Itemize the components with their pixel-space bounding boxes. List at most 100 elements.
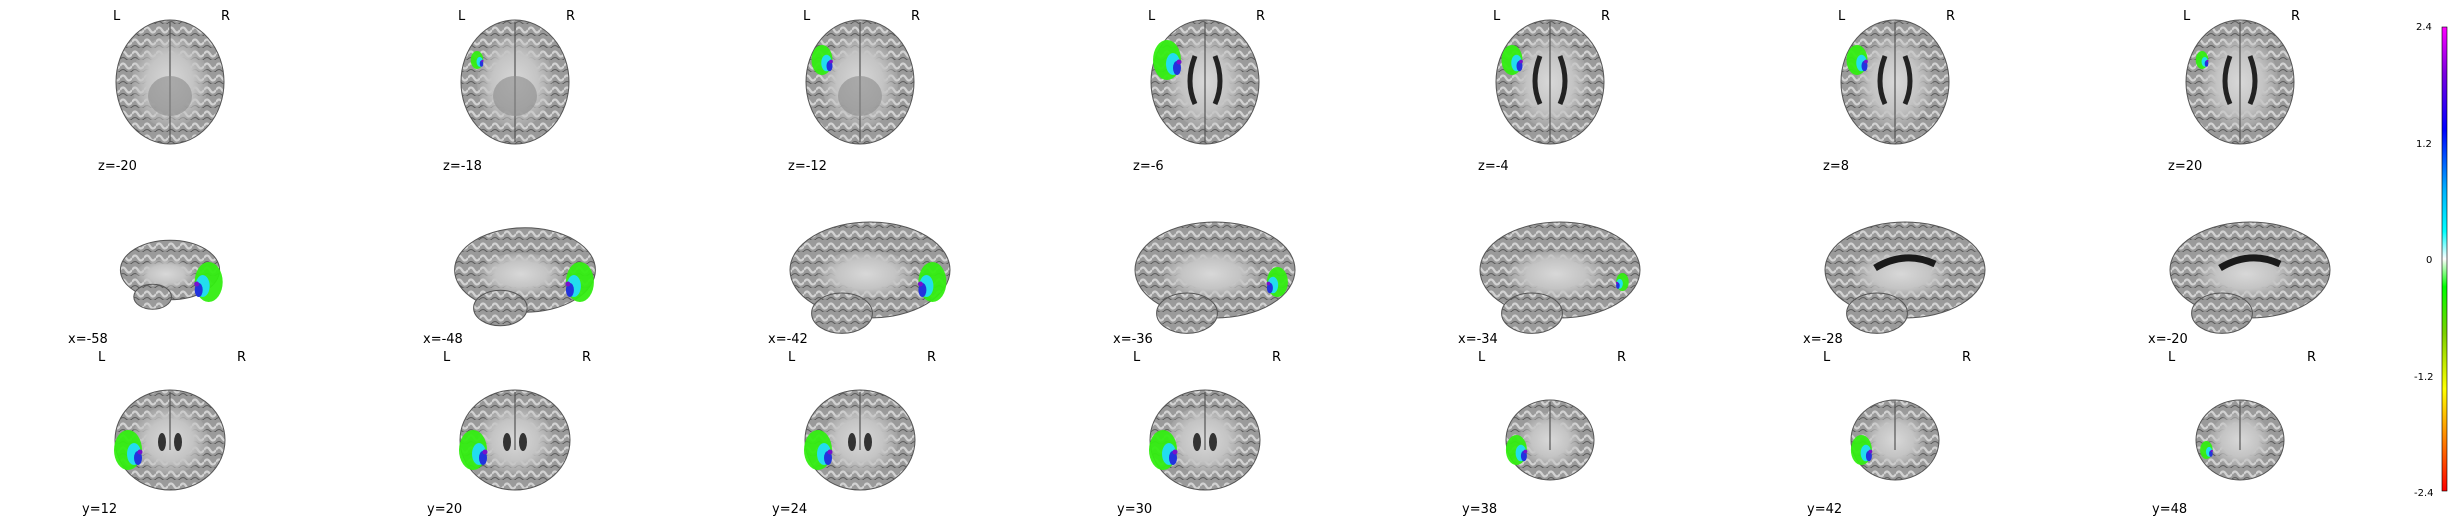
coronal-slice-panel: L Ry=30 bbox=[1117, 350, 1281, 517]
white-matter bbox=[478, 252, 564, 296]
left-orientation-label: L bbox=[443, 350, 451, 365]
activation-violet bbox=[1523, 449, 1528, 454]
activation-violet bbox=[565, 281, 571, 287]
slice-coordinate-label: z=8 bbox=[1823, 159, 1849, 174]
right-orientation-label: R bbox=[1256, 9, 1265, 24]
right-orientation-label: R bbox=[927, 350, 936, 365]
ventricle-left bbox=[503, 433, 511, 451]
left-orientation-label: L bbox=[1148, 9, 1156, 24]
sagittal-slice-panel: x=-48 bbox=[423, 227, 596, 347]
right-orientation-label: R bbox=[1962, 350, 1971, 365]
axial-slice-panel: L Rz=-18 bbox=[443, 9, 575, 174]
left-orientation-label: L bbox=[1478, 350, 1486, 365]
cerebellum bbox=[133, 283, 172, 310]
slice-coordinate-label: y=12 bbox=[82, 502, 117, 517]
white-matter bbox=[818, 250, 914, 298]
activation-violet bbox=[2206, 59, 2209, 63]
slice-coordinate-label: y=30 bbox=[1117, 502, 1152, 517]
sagittal-slice-panel: x=-28 bbox=[1803, 221, 1986, 347]
colorbar-gradient bbox=[2441, 26, 2448, 492]
coronal-slice-panel: L Ry=48 bbox=[2152, 350, 2316, 517]
cerebellum bbox=[2191, 292, 2253, 334]
white-matter bbox=[136, 259, 196, 289]
cerebellum bbox=[1501, 292, 1563, 334]
ventricles bbox=[1877, 55, 1913, 106]
white-matter bbox=[1163, 250, 1259, 298]
slice-coordinate-label: z=-4 bbox=[1478, 159, 1509, 174]
slice-coordinate-label: x=-48 bbox=[423, 332, 463, 347]
colorbar-tick: 2.4 bbox=[2416, 22, 2432, 33]
slice-coordinate-label: y=48 bbox=[2152, 502, 2187, 517]
activation-violet bbox=[829, 59, 833, 64]
activation-violet bbox=[1519, 59, 1523, 64]
left-orientation-label: L bbox=[1133, 350, 1141, 365]
ventricle-right bbox=[864, 433, 872, 451]
activation-violet bbox=[917, 281, 923, 287]
slice-coordinate-label: x=-28 bbox=[1803, 332, 1843, 347]
left-orientation-label: L bbox=[1493, 9, 1501, 24]
activation-violet bbox=[194, 281, 200, 287]
colorbar-tick: -2.4 bbox=[2414, 488, 2434, 499]
axial-slice-panel: L Rz=-12 bbox=[788, 9, 920, 174]
axial-slice-panel: L Rz=20 bbox=[2168, 9, 2300, 174]
slice-coordinate-label: y=38 bbox=[1462, 502, 1497, 517]
sagittal-slice-panel: x=-42 bbox=[768, 221, 951, 347]
right-orientation-label: R bbox=[2291, 9, 2300, 24]
sagittal-slice-panel: x=-58 bbox=[68, 239, 223, 347]
left-orientation-label: L bbox=[1838, 9, 1846, 24]
ventricles bbox=[1532, 55, 1568, 106]
activation-violet bbox=[1868, 449, 1873, 454]
ventricle-left bbox=[848, 433, 856, 451]
axial-slice-panel: L Rz=-20 bbox=[98, 9, 230, 174]
ventricle-right bbox=[174, 433, 182, 451]
slice-coordinate-label: x=-34 bbox=[1458, 332, 1498, 347]
activation-violet bbox=[1615, 281, 1619, 285]
slice-coordinate-label: z=-6 bbox=[1133, 159, 1164, 174]
slice-coordinate-label: x=-58 bbox=[68, 332, 108, 347]
right-orientation-label: R bbox=[566, 9, 575, 24]
left-orientation-label: L bbox=[113, 9, 121, 24]
right-orientation-label: R bbox=[1272, 350, 1281, 365]
white-matter bbox=[1508, 250, 1604, 298]
axial-slice-panel: L Rz=-6 bbox=[1133, 9, 1265, 174]
cerebellum bbox=[1846, 292, 1908, 334]
colorbar-tick: -1.2 bbox=[2414, 372, 2434, 383]
sagittal-slice-panel: x=-34 bbox=[1458, 221, 1641, 347]
activation-violet bbox=[827, 449, 833, 455]
slice-coordinate-label: y=42 bbox=[1807, 502, 1842, 517]
activation-violet bbox=[1176, 59, 1182, 65]
slice-coordinate-label: z=-12 bbox=[788, 159, 827, 174]
right-orientation-label: R bbox=[221, 9, 230, 24]
coronal-slice-panel: L Ry=24 bbox=[772, 350, 936, 517]
activation-blue bbox=[2209, 450, 2213, 457]
left-orientation-label: L bbox=[2183, 9, 2191, 24]
activation-violet bbox=[137, 449, 143, 455]
ventricle-right bbox=[1209, 433, 1217, 451]
ventricle-left bbox=[1193, 433, 1201, 451]
brainstem-cerebellum bbox=[838, 76, 882, 116]
activation-violet bbox=[482, 449, 488, 455]
slice-coordinate-label: x=-20 bbox=[2148, 332, 2188, 347]
colorbar: 2.4 1.2 0 -1.2 -2.4 bbox=[2414, 22, 2448, 499]
right-orientation-label: R bbox=[1617, 350, 1626, 365]
activation-violet bbox=[1864, 59, 1868, 64]
slice-coordinate-label: y=24 bbox=[772, 502, 807, 517]
cerebellum bbox=[1156, 292, 1218, 334]
left-orientation-label: L bbox=[803, 9, 811, 24]
slice-coordinate-label: y=20 bbox=[427, 502, 462, 517]
ventricles bbox=[2222, 55, 2258, 106]
colorbar-tick: 1.2 bbox=[2416, 139, 2432, 150]
left-orientation-label: L bbox=[458, 9, 466, 24]
slice-coordinate-label: x=-42 bbox=[768, 332, 808, 347]
coronal-slice-panel: L Ry=12 bbox=[82, 350, 246, 517]
axial-slice-panel: L Rz=8 bbox=[1823, 9, 1955, 174]
activation-violet bbox=[2210, 449, 2213, 453]
ventricle-left bbox=[158, 433, 166, 451]
coronal-slice-panel: L Ry=38 bbox=[1462, 350, 1626, 517]
lateral-ventricle bbox=[2218, 254, 2282, 272]
slice-coordinate-label: x=-36 bbox=[1113, 332, 1153, 347]
sagittal-slice-panel: x=-20 bbox=[2148, 221, 2331, 347]
activation-blue bbox=[1616, 282, 1620, 289]
slice-coordinate-label: z=-20 bbox=[98, 159, 137, 174]
ventricles bbox=[1187, 55, 1223, 106]
